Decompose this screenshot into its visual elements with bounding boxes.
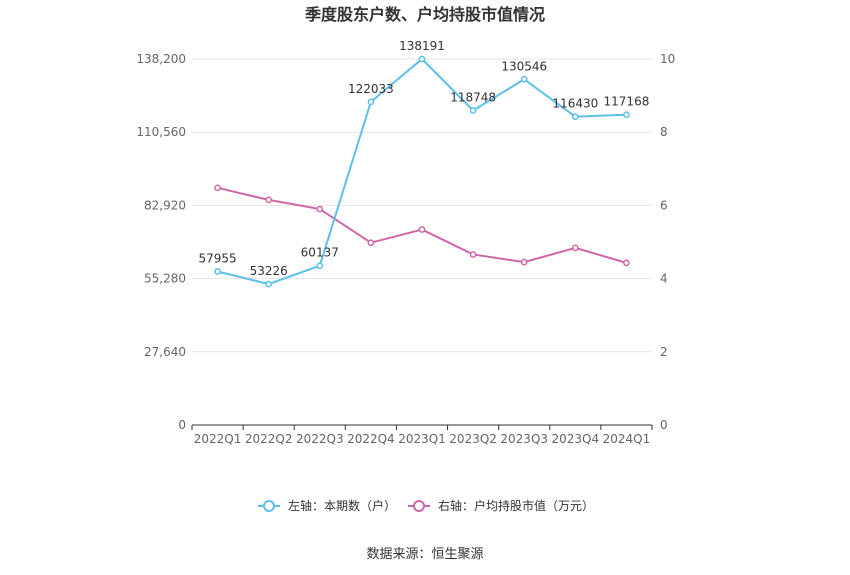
series-point — [469, 251, 477, 258]
series-point — [418, 226, 426, 233]
left-tick-label: 0 — [178, 418, 186, 432]
series-right — [214, 184, 630, 267]
x-tick-label: 2022Q3 — [296, 432, 344, 446]
right-tick-label: 4 — [660, 272, 668, 286]
series-left: 57955 53226 60137 122033 138191 118748 130546 1… — [198, 39, 650, 288]
series-point — [418, 55, 426, 63]
legend: 左轴：本期数（户） 右轴：户均持股市值（万元） — [258, 498, 594, 513]
left-tick-label: 82,920 — [144, 198, 186, 212]
data-label: 117168 — [604, 95, 650, 109]
data-label: 130546 — [501, 59, 547, 73]
right-tick-label: 6 — [660, 198, 668, 212]
chart-title: 季度股东户数、户均持股市值情况 — [304, 5, 545, 24]
data-label: 138191 — [399, 39, 445, 53]
series-layer: 57955 53226 60137 122033 138191 118748 130546 1… — [198, 39, 650, 288]
x-tick-label: 2022Q2 — [245, 432, 293, 446]
x-tick-label: 2024Q1 — [603, 432, 651, 446]
right-axis: 0 2 4 6 8 10 — [660, 52, 675, 432]
data-label: 116430 — [552, 97, 598, 111]
data-label: 60137 — [301, 246, 339, 260]
legend-item[interactable]: 右轴：户均持股市值（万元） — [408, 498, 594, 513]
data-label: 122033 — [348, 82, 394, 96]
right-tick-label: 2 — [660, 345, 668, 359]
series-point — [520, 75, 528, 83]
series-point — [316, 205, 324, 213]
x-tick-label: 2023Q4 — [552, 432, 600, 446]
x-tick-label: 2023Q3 — [500, 432, 548, 446]
legend-label: 左轴：本期数（户） — [288, 498, 396, 513]
x-axis: 2022Q1 2022Q2 2022Q3 2022Q4 2023Q1 2023Q2 2023… — [191, 424, 653, 446]
left-axis: 0 27,640 55,280 82,920 110,560 138,200 — [136, 52, 186, 432]
series-point — [367, 239, 375, 247]
right-tick-label: 8 — [660, 125, 668, 139]
series-point — [214, 184, 221, 192]
series-point — [520, 258, 528, 266]
series-point — [265, 280, 273, 288]
series-point — [265, 196, 273, 204]
x-tick-label: 2022Q1 — [194, 432, 242, 446]
data-label: 118748 — [450, 91, 496, 105]
series-point — [469, 107, 477, 114]
legend-marker — [413, 500, 425, 512]
x-tick-label: 2022Q4 — [347, 432, 395, 446]
series-line — [217, 186, 627, 264]
left-tick-label: 110,560 — [136, 125, 186, 139]
legend-marker — [263, 500, 275, 512]
left-tick-label: 27,640 — [144, 345, 186, 359]
series-point — [214, 268, 221, 275]
data-label: 53226 — [250, 264, 288, 278]
left-tick-label: 55,280 — [144, 272, 186, 286]
legend-item[interactable]: 左轴：本期数（户） — [258, 498, 396, 513]
right-tick-label: 0 — [660, 418, 668, 432]
series-point — [571, 244, 579, 252]
series-point — [571, 113, 579, 121]
series-point — [623, 259, 630, 267]
series-point — [316, 262, 324, 270]
series-point — [623, 111, 630, 119]
series-point — [367, 98, 375, 106]
data-label: 57955 — [198, 252, 236, 266]
left-tick-label: 138,200 — [136, 52, 186, 66]
legend-label: 右轴：户均持股市值（万元） — [438, 498, 594, 513]
x-tick-label: 2023Q1 — [398, 432, 446, 446]
x-tick-label: 2023Q2 — [449, 432, 497, 446]
right-tick-label: 10 — [660, 52, 675, 66]
source-note: 数据来源：恒生聚源 — [366, 547, 483, 562]
